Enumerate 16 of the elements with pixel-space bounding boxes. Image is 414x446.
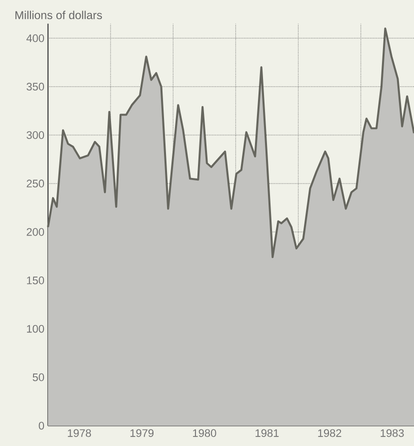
- x-tick-label: 1979: [130, 429, 154, 437]
- x-tick-label: 1978: [68, 429, 91, 437]
- x-tick-label: 1981: [256, 429, 279, 437]
- y-axis-title: Millions of dollars: [15, 10, 102, 20]
- y-tick-label: 400: [26, 34, 44, 42]
- x-tick-label: 1980: [193, 429, 216, 437]
- y-tick-label: 0: [38, 422, 44, 430]
- y-tick-label: 200: [26, 228, 44, 236]
- x-tick-label: 1983: [380, 429, 404, 437]
- x-tick-label: 1982: [318, 429, 342, 437]
- y-tick-label: 50: [32, 373, 44, 382]
- y-tick-label: 350: [26, 82, 44, 91]
- y-tick-label: 300: [26, 131, 44, 139]
- y-tick-label: 150: [27, 276, 44, 284]
- y-tick-label: 250: [26, 180, 44, 188]
- y-tick-label: 100: [27, 324, 44, 333]
